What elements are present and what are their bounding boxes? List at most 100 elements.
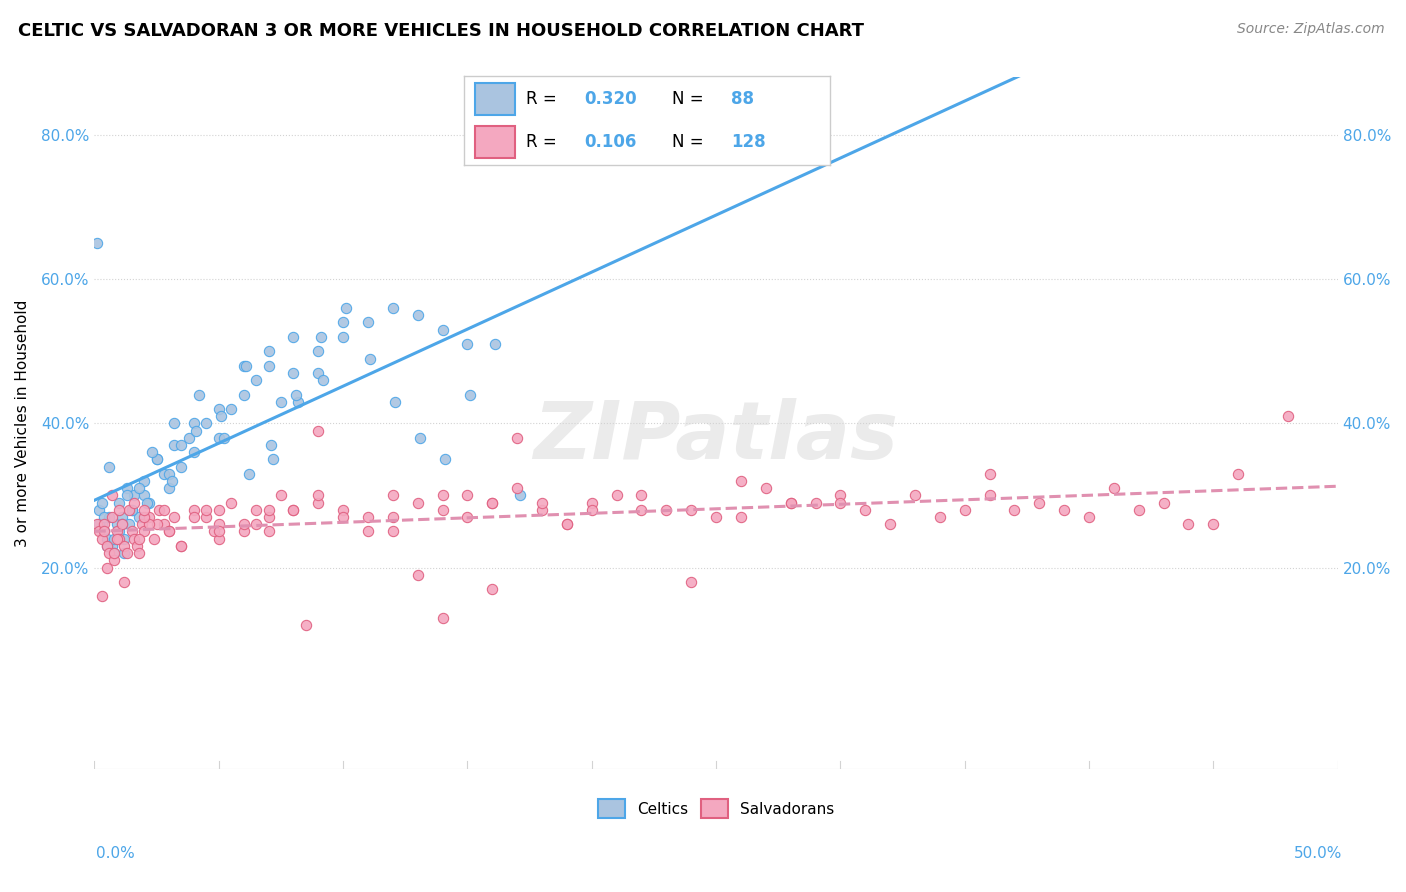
Point <box>202 524 225 539</box>
Point <box>93 524 115 539</box>
Point <box>1227 467 1250 481</box>
Point <box>219 401 242 416</box>
Point <box>96 532 118 546</box>
Point <box>183 417 205 431</box>
Point <box>257 344 280 359</box>
Bar <box>475 83 515 115</box>
Text: R =: R = <box>526 133 562 151</box>
Point <box>195 503 218 517</box>
Point <box>257 524 280 539</box>
Point <box>730 474 752 488</box>
Point <box>112 574 135 589</box>
Point <box>121 503 143 517</box>
Point <box>357 316 380 330</box>
Point <box>195 417 218 431</box>
Point <box>232 517 254 532</box>
Point <box>93 517 115 532</box>
Text: 128: 128 <box>731 133 765 151</box>
Y-axis label: 3 or more Vehicles in Household: 3 or more Vehicles in Household <box>15 300 30 547</box>
Point <box>145 517 167 532</box>
Point <box>245 373 267 387</box>
Point <box>208 431 231 445</box>
Point <box>89 517 111 532</box>
Point <box>432 611 454 625</box>
Text: CELTIC VS SALVADORAN 3 OR MORE VEHICLES IN HOUSEHOLD CORRELATION CHART: CELTIC VS SALVADORAN 3 OR MORE VEHICLES … <box>18 22 865 40</box>
Point <box>260 438 283 452</box>
Point <box>979 488 1001 502</box>
Point <box>103 553 125 567</box>
Point <box>138 510 160 524</box>
Point <box>235 359 257 373</box>
Point <box>830 488 852 502</box>
Point <box>295 618 318 632</box>
Point <box>409 431 432 445</box>
Point <box>108 496 131 510</box>
Point <box>103 546 125 560</box>
Point <box>779 496 801 510</box>
Point <box>138 517 160 532</box>
Point <box>309 330 332 344</box>
Point <box>655 503 678 517</box>
Text: N =: N = <box>672 133 709 151</box>
Point <box>307 496 329 510</box>
Point <box>208 401 231 416</box>
Point <box>257 510 280 524</box>
Point <box>681 574 703 589</box>
Point <box>122 532 145 546</box>
Point <box>90 532 112 546</box>
Text: R =: R = <box>526 90 562 108</box>
Point <box>406 567 429 582</box>
Point <box>432 488 454 502</box>
Text: 0.0%: 0.0% <box>96 847 135 861</box>
Point <box>208 503 231 517</box>
Point <box>730 510 752 524</box>
Point <box>530 496 553 510</box>
Point <box>90 517 112 532</box>
Point <box>928 510 950 524</box>
Point <box>1202 517 1225 532</box>
Point <box>135 496 157 510</box>
Point <box>111 510 134 524</box>
Point <box>283 503 305 517</box>
Point <box>270 394 292 409</box>
Point <box>312 373 335 387</box>
Point <box>208 517 231 532</box>
Point <box>432 323 454 337</box>
Point <box>555 517 578 532</box>
Text: 88: 88 <box>731 90 754 108</box>
Point <box>163 417 186 431</box>
Point <box>187 387 209 401</box>
Point <box>101 539 124 553</box>
Point <box>170 438 193 452</box>
Point <box>581 496 603 510</box>
Point <box>270 488 292 502</box>
Text: N =: N = <box>672 90 709 108</box>
Point <box>186 424 208 438</box>
Point <box>953 503 976 517</box>
Point <box>157 481 180 495</box>
Point <box>359 351 381 366</box>
Point <box>458 387 481 401</box>
Point <box>111 517 134 532</box>
Point <box>90 590 112 604</box>
Point <box>157 467 180 481</box>
Point <box>1177 517 1199 532</box>
Point <box>121 503 143 517</box>
Point <box>209 409 232 424</box>
Point <box>506 431 529 445</box>
Point <box>134 503 156 517</box>
Point <box>153 467 176 481</box>
Point <box>112 532 135 546</box>
Point <box>509 488 531 502</box>
Point <box>853 503 876 517</box>
Point <box>1277 409 1299 424</box>
Point <box>606 488 628 502</box>
Point <box>481 582 503 596</box>
Point <box>630 503 652 517</box>
Point <box>283 330 305 344</box>
Point <box>115 481 138 495</box>
Point <box>406 308 429 322</box>
Point <box>138 496 160 510</box>
Point <box>93 524 115 539</box>
Point <box>128 510 150 524</box>
